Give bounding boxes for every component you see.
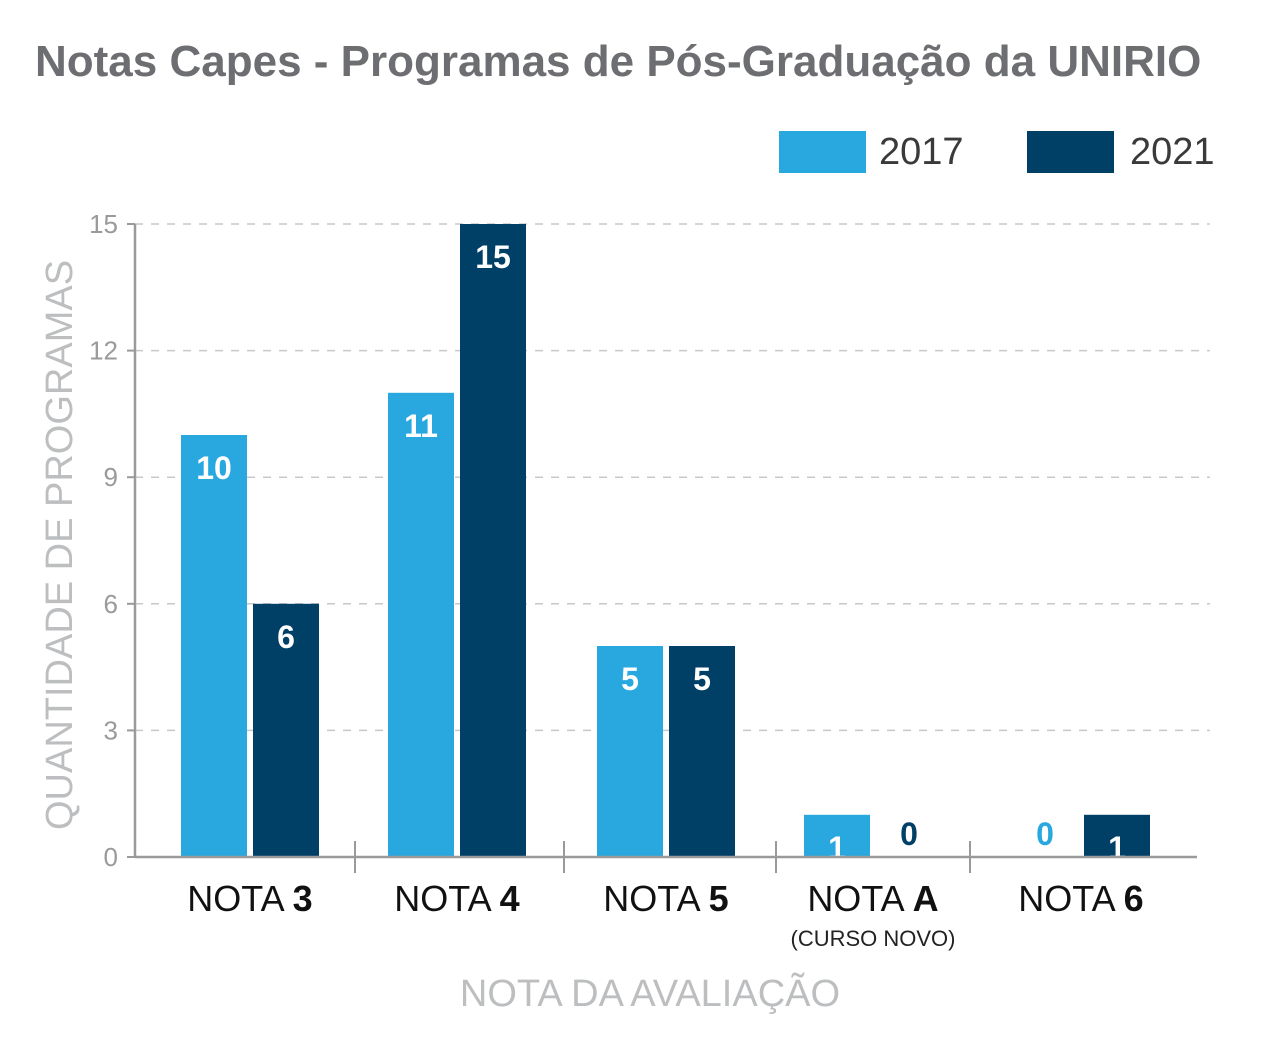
x-category-label: NOTA 5 (603, 878, 728, 919)
y-tick-label: 6 (104, 589, 118, 619)
bar-2021-3 (669, 646, 735, 857)
value-label-2017-4: 1 (828, 830, 846, 866)
y-tick-label: 0 (104, 842, 118, 872)
bar-2017-2 (388, 392, 454, 857)
x-category-label: NOTA 4 (394, 878, 519, 919)
x-category-label: NOTA A (807, 878, 938, 919)
y-axis-ticks: 0 3 6 9 12 15 (89, 209, 135, 872)
value-label-2017-5: 0 (1036, 816, 1054, 852)
value-label-2017-1: 10 (196, 450, 232, 486)
y-tick-label: 9 (104, 462, 118, 492)
bar-2021-1 (253, 603, 319, 857)
legend-swatch-2021 (1027, 131, 1114, 173)
bar-2017-1 (181, 435, 247, 857)
x-axis-categories: NOTA 3 NOTA 4 NOTA 5 NOTA A (CURSO NOVO) NOTA… (187, 878, 1143, 951)
x-category-label: NOTA 6 (1018, 878, 1143, 919)
value-label-2021-4: 0 (900, 816, 918, 852)
bar-2017-3 (597, 646, 663, 857)
chart-title: Notas Capes - Programas de Pós-Graduação… (35, 37, 1201, 86)
value-label-2021-3: 5 (693, 661, 711, 697)
x-category-label: NOTA 3 (187, 878, 312, 919)
legend-swatch-2017 (779, 131, 866, 173)
y-tick-label: 15 (89, 209, 118, 239)
value-label-2021-2: 15 (475, 239, 511, 275)
value-label-2021-1: 6 (277, 619, 295, 655)
y-tick-label: 12 (89, 336, 118, 366)
bar-2021-2 (460, 224, 526, 857)
x-category-sublabel: (CURSO NOVO) (791, 926, 956, 951)
legend-label-2021: 2021 (1130, 131, 1215, 173)
y-tick-label: 3 (104, 715, 118, 745)
value-label-2017-2: 11 (404, 408, 438, 444)
bar-2017-4 (804, 814, 870, 857)
value-label-2021-5: 1 (1108, 830, 1126, 866)
axes (133, 224, 1197, 873)
legend-label-2017: 2017 (879, 131, 964, 173)
bars (181, 224, 1150, 857)
bar-2021-5 (1084, 814, 1150, 857)
y-axis-title: QUANTIDADE DE PROGRAMAS (39, 260, 81, 830)
value-label-2017-3: 5 (621, 661, 639, 697)
x-axis-title: NOTA DA AVALIAÇÃO (460, 972, 840, 1015)
legend: 2017 2021 (779, 131, 1215, 173)
